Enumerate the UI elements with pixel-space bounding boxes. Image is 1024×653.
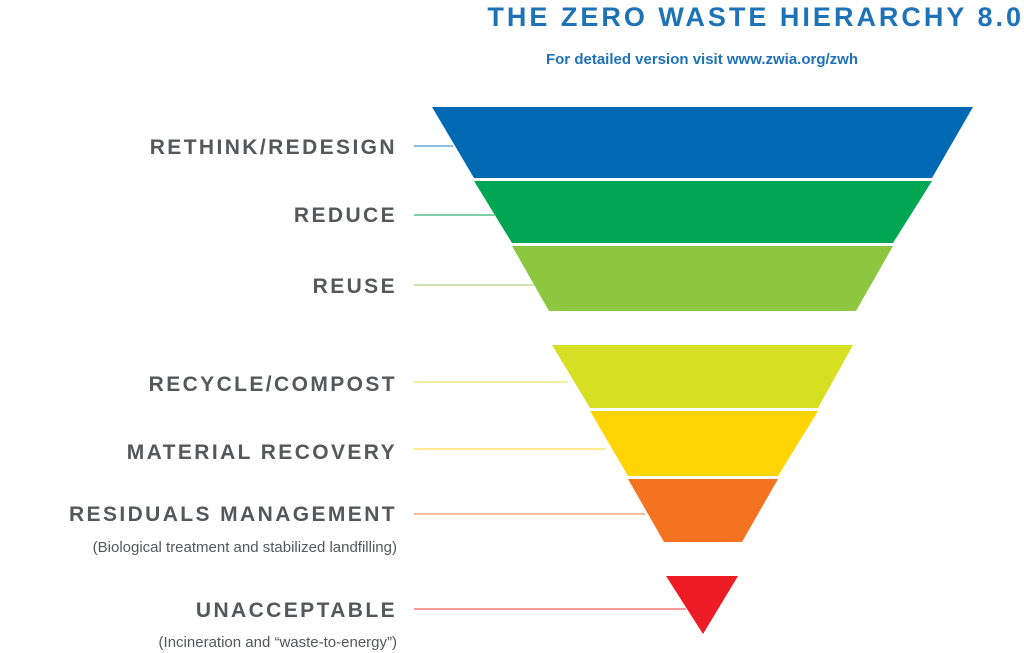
tier-band-residuals-management [628, 479, 778, 542]
tier-band-recycle-compost [552, 345, 853, 408]
tier-label-reduce: REDUCE [294, 204, 397, 227]
tier-band-rethink-redesign [432, 107, 973, 178]
tier-label-material-recovery: MATERIAL RECOVERY [127, 441, 397, 464]
tier-label-residuals-management: RESIDUALS MANAGEMENT [69, 503, 397, 526]
tier-label-reuse: REUSE [313, 275, 397, 298]
tier-note-unacceptable: (Incineration and “waste-to-energy”) [159, 634, 397, 651]
tier-label-recycle-compost: RECYCLE/COMPOST [149, 373, 397, 396]
tier-band-unacceptable [666, 576, 738, 634]
tier-label-rethink-redesign: RETHINK/REDESIGN [150, 136, 397, 159]
tier-band-material-recovery [590, 411, 818, 476]
page-title: THE ZERO WASTE HIERARCHY 8.0 [487, 2, 1024, 32]
subtitle-link-text: For detailed version visit www.zwia.org/… [546, 51, 858, 68]
tier-band-reduce [474, 181, 932, 243]
tier-note-residuals-management: (Biological treatment and stabilized lan… [93, 539, 397, 556]
tier-band-reuse [512, 246, 893, 311]
tier-label-unacceptable: UNACCEPTABLE [196, 599, 397, 622]
